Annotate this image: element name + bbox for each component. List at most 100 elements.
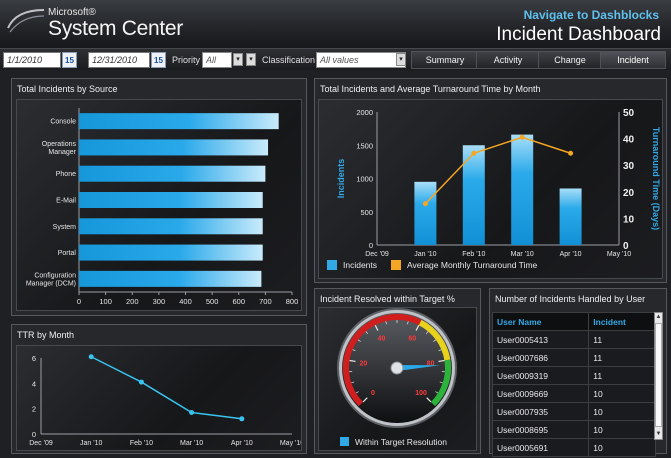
- y2-tick-label: 50: [623, 108, 635, 119]
- table-scrollbar[interactable]: ▲ ▼: [654, 312, 663, 440]
- turnaround-chart: 0 500 1000 1500 2000 0 10 20 30 40 50 Dec '09 Jan '1…: [327, 108, 661, 270]
- y2-tick-label: 0: [623, 241, 629, 252]
- table-row[interactable]: User0007935 10: [491, 402, 656, 421]
- category-label: Phone: [56, 171, 76, 178]
- x-tick-label: Mar '10: [511, 251, 534, 258]
- user-name-cell: User0007935: [491, 402, 590, 421]
- incidents-by-source-chart: Console Operations Manager Phone E-Mail Syste…: [26, 108, 299, 306]
- ttr-point: [189, 409, 195, 415]
- table-row[interactable]: User0009669 10: [491, 384, 656, 403]
- resolved-target-panel: Incident Resolved within Target % 0 20 40 6…: [314, 288, 481, 454]
- user-name-cell: User0009669: [491, 384, 590, 403]
- scroll-thumb[interactable]: [655, 323, 662, 427]
- gauge-tick: [357, 339, 361, 342]
- table-row[interactable]: User0005691 10: [491, 438, 656, 457]
- x-tick-label: 700: [259, 297, 272, 306]
- filter-bar: 1/1/2010 15 12/31/2010 15 Priority All ▾…: [0, 48, 671, 70]
- gauge-tick-label: 60: [409, 336, 417, 343]
- x-tick-label: 100: [99, 297, 112, 306]
- start-date-input[interactable]: 1/1/2010: [3, 52, 61, 68]
- priority-spinner-icon[interactable]: ▾: [233, 53, 243, 66]
- gauge-tick: [439, 381, 443, 384]
- category-label: Configuration Manager (DCM): [26, 272, 76, 287]
- scroll-down-icon[interactable]: ▼: [655, 431, 662, 437]
- classification-select[interactable]: All values: [316, 52, 406, 68]
- y2-tick-label: 40: [623, 135, 635, 146]
- column-header-user-name[interactable]: User Name: [491, 312, 590, 331]
- gauge-band-yellow: [418, 319, 451, 361]
- priority-dropdown-icon[interactable]: ▾: [246, 53, 256, 66]
- user-name-cell: User0007686: [491, 348, 590, 367]
- ttr-chart: 0 2 4 6 Dec '09 Jan '10 Feb '10 Mar '10 Apr '10 M…: [29, 354, 304, 447]
- user-name-cell: User0009319: [491, 366, 590, 385]
- category-label-line: Console: [50, 119, 76, 126]
- category-label: System: [53, 224, 77, 231]
- table-row[interactable]: User0008695 10: [491, 420, 656, 439]
- system-center-logo-icon: [7, 9, 45, 33]
- x-tick-label: Jan '10: [80, 440, 102, 447]
- category-label: Console: [50, 119, 76, 126]
- bar-operations-manager: [79, 139, 269, 156]
- table-row[interactable]: User0009319 11: [491, 366, 656, 385]
- gauge-tick: [426, 397, 432, 403]
- priority-select[interactable]: All: [202, 52, 232, 68]
- x-tick-label: Dec '09: [29, 440, 53, 447]
- turnaround-panel: Total Incidents and Average Turnaround T…: [314, 78, 667, 283]
- app-header: Microsoft® System Center Navigate to Das…: [0, 0, 671, 48]
- category-label: Portal: [58, 250, 77, 257]
- legend-label-incidents: Incidents: [343, 260, 377, 270]
- y-axis-title: Incidents: [336, 159, 346, 199]
- x-tick-label: Mar '10: [180, 440, 203, 447]
- incident-count-cell: 10: [588, 402, 656, 421]
- x-tick-label: Dec '09: [365, 251, 389, 258]
- table-row[interactable]: User0005413 11: [491, 330, 656, 349]
- gauge-tick: [425, 331, 429, 335]
- category-label-line: Manager (DCM): [26, 280, 76, 287]
- gauge-tick: [352, 349, 356, 352]
- handled-by-user-panel: Number of Incidents Handled by User User…: [489, 288, 667, 457]
- category-label-line: Manager: [48, 149, 76, 156]
- gauge-band-red: [343, 314, 422, 407]
- tab-change[interactable]: Change: [538, 51, 602, 69]
- column-header-incident[interactable]: Incident: [588, 312, 656, 331]
- x-tick-label: 800: [286, 297, 299, 306]
- turnaround-point: [422, 201, 428, 207]
- user-incident-table: User Name Incident User0005413 11 User0007…: [491, 312, 656, 457]
- page-title: Incident Dashboard: [496, 24, 661, 45]
- tab-activity[interactable]: Activity: [476, 51, 540, 69]
- chart-area: 0 2 4 6 Dec '09 Jan '10 Feb '10 Mar '10 Apr '10 M…: [16, 345, 304, 451]
- navigate-dashblocks-link[interactable]: Navigate to Dashblocks: [523, 8, 659, 22]
- incident-count-cell: 11: [588, 366, 656, 385]
- gauge-band-green: [430, 359, 451, 407]
- y-tick-label: 2: [32, 405, 36, 414]
- category-label: Operations Manager: [42, 141, 77, 156]
- gauge-tick: [374, 324, 379, 331]
- category-label-line: Portal: [58, 250, 77, 257]
- incident-count-cell: 10: [588, 438, 656, 457]
- bar-portal: [79, 244, 263, 261]
- y-tick-label: 1000: [356, 175, 373, 184]
- legend-swatch-turnaround: [391, 260, 401, 270]
- gauge-tick: [433, 339, 437, 342]
- scroll-up-icon[interactable]: ▲: [655, 314, 662, 320]
- end-date-input[interactable]: 12/31/2010: [88, 52, 150, 68]
- gauge-tick: [365, 331, 369, 335]
- incidents-by-source-panel: Total Incidents by Source Console Operati…: [11, 78, 307, 316]
- end-calendar-icon[interactable]: 15: [151, 52, 166, 68]
- resolved-gauge: 0 20 40 60 80 100 Within Target Resolution: [337, 308, 457, 447]
- ttr-panel: TTR by Month 0 2 4 6 Dec '09 Jan '10 Feb '10 Ma…: [11, 324, 307, 454]
- tab-incident[interactable]: Incident: [600, 51, 666, 69]
- bar-apr-10: [559, 188, 582, 245]
- y-tick-label: 500: [360, 208, 373, 217]
- y-tick-label: 2000: [356, 108, 373, 117]
- tab-summary[interactable]: Summary: [411, 51, 479, 69]
- gauge-tick: [435, 391, 439, 394]
- turnaround-point: [471, 150, 477, 156]
- ttr-point: [239, 416, 245, 422]
- start-calendar-icon[interactable]: 15: [62, 52, 77, 68]
- panel-title: TTR by Month: [17, 330, 75, 340]
- panel-title: Total Incidents and Average Turnaround T…: [320, 84, 541, 94]
- y2-tick-label: 20: [623, 188, 635, 199]
- classification-dropdown-icon[interactable]: ▾: [396, 53, 406, 66]
- table-row[interactable]: User0007686 11: [491, 348, 656, 367]
